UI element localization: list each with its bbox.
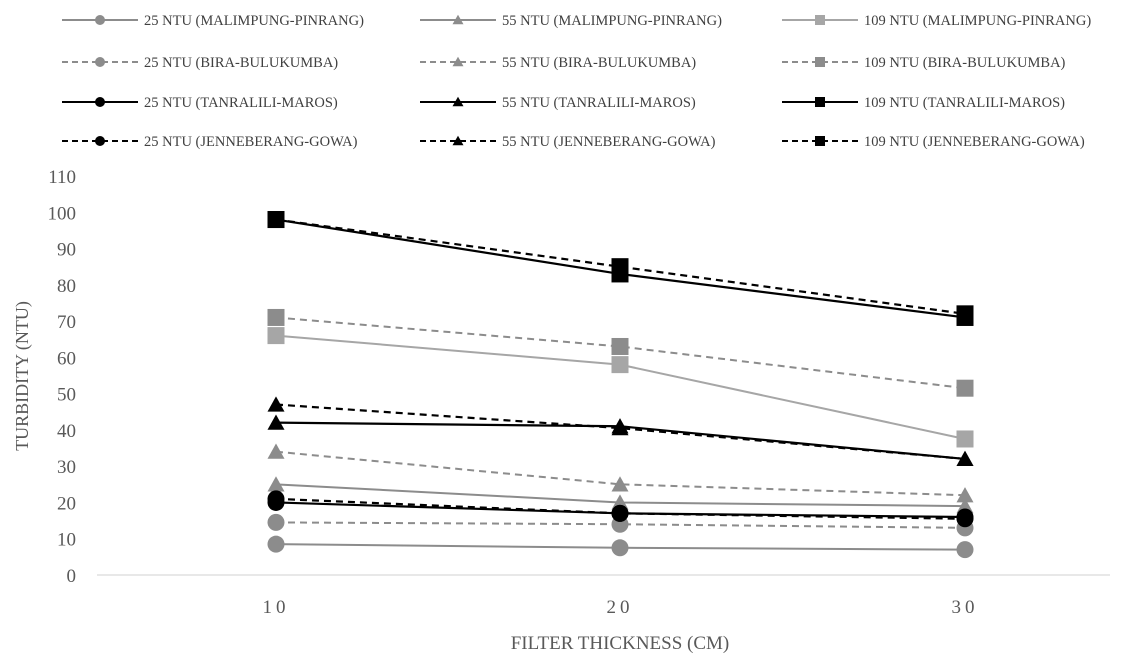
x-tick-labels: 10 20 30 <box>263 597 979 618</box>
legend-marker <box>452 135 464 146</box>
series-109-ntu-bira-bulukumba <box>267 308 974 397</box>
legend-label: 55 NTU (JENNEBERANG-GOWA) <box>502 134 716 150</box>
data-point <box>267 535 285 553</box>
data-point <box>267 211 285 229</box>
series-25-ntu-jenneberang-gowa <box>267 490 974 528</box>
data-point <box>611 539 629 557</box>
legend-marker <box>95 136 105 146</box>
legend-label: 25 NTU (BIRA-BULUKUMBA) <box>144 55 338 71</box>
x-axis-label: FILTER THICKNESS (CM) <box>511 633 730 654</box>
y-tick-label: 90 <box>57 240 76 261</box>
data-point <box>956 541 974 559</box>
y-tick-label: 20 <box>57 493 76 514</box>
legend-marker <box>452 96 464 107</box>
data-point <box>267 513 285 531</box>
data-point <box>611 504 629 522</box>
data-point <box>611 476 629 492</box>
y-tick-label: 40 <box>57 421 76 442</box>
legend-marker <box>95 57 105 67</box>
y-tick-labels: 0 10 20 30 40 50 60 70 80 90 100 110 <box>48 167 77 587</box>
data-point <box>267 490 285 508</box>
series-25-ntu-malimpung-pinrang <box>267 535 974 559</box>
legend-marker <box>815 15 825 25</box>
legend-label: 55 NTU (BIRA-BULUKUMBA) <box>502 55 696 71</box>
y-tick-label: 100 <box>48 203 77 224</box>
data-point <box>956 450 974 467</box>
legend-label: 25 NTU (MALIMPUNG-PINRANG) <box>144 13 364 29</box>
legend-label: 109 NTU (JENNEBERANG-GOWA) <box>864 134 1085 150</box>
y-tick-label: 10 <box>57 530 76 551</box>
series-55-ntu-jenneberang-gowa <box>267 396 974 467</box>
legend-label: 109 NTU (MALIMPUNG-PINRANG) <box>864 13 1091 29</box>
data-point <box>956 305 974 323</box>
legend-entry: 55 NTU (TANRALILI-MAROS) <box>420 95 696 111</box>
y-tick-label: 60 <box>57 348 76 369</box>
series-109-ntu-malimpung-pinrang <box>267 327 974 448</box>
series-line <box>275 521 966 529</box>
series-109-ntu-jenneberang-gowa <box>267 211 974 323</box>
data-point <box>267 476 285 492</box>
y-tick-label: 50 <box>57 385 76 406</box>
plot-area <box>267 211 974 559</box>
data-point <box>956 497 974 514</box>
data-point <box>611 356 629 374</box>
legend-marker <box>452 56 464 67</box>
series-line <box>275 218 966 315</box>
y-tick-label: 30 <box>57 457 76 478</box>
legend-marker <box>95 97 105 107</box>
data-point <box>267 414 285 430</box>
legend-marker <box>815 57 825 67</box>
data-point <box>267 443 285 459</box>
legend-label: 55 NTU (TANRALILI-MAROS) <box>502 95 696 111</box>
data-point <box>267 327 285 345</box>
series-55-ntu-bira-bulukumba <box>267 443 974 503</box>
legend-entry: 109 NTU (BIRA-BULUKUMBA) <box>782 55 1066 71</box>
legend-entry: 55 NTU (MALIMPUNG-PINRANG) <box>420 13 722 29</box>
legend: 25 NTU (MALIMPUNG-PINRANG) 55 NTU (MALIMP… <box>62 13 1091 150</box>
data-point <box>956 487 974 503</box>
legend-entry: 109 NTU (JENNEBERANG-GOWA) <box>782 134 1085 150</box>
y-tick-label: 0 <box>67 566 77 587</box>
data-point <box>611 419 629 436</box>
data-point <box>956 379 974 397</box>
legend-marker <box>452 14 464 25</box>
series-line <box>275 497 966 520</box>
data-point <box>956 510 974 528</box>
legend-marker <box>815 97 825 107</box>
legend-marker <box>815 136 825 146</box>
series-line <box>275 403 966 461</box>
y-axis-label: TURBIDITY (NTU) <box>12 301 33 451</box>
axes: 0 10 20 30 40 50 60 70 80 90 100 110 10 20 30 TURBIDI… <box>12 167 1110 654</box>
x-tick-label: 10 <box>263 597 290 618</box>
series-line <box>275 316 966 390</box>
legend-entry: 55 NTU (BIRA-BULUKUMBA) <box>420 55 696 71</box>
x-tick-label: 30 <box>952 597 979 618</box>
y-tick-label: 110 <box>48 167 76 188</box>
legend-marker <box>95 15 105 25</box>
legend-entry: 25 NTU (BIRA-BULUKUMBA) <box>62 55 338 71</box>
y-tick-label: 80 <box>57 276 76 297</box>
legend-label: 25 NTU (TANRALILI-MAROS) <box>144 95 338 111</box>
data-point <box>611 258 629 276</box>
legend-entry: 25 NTU (MALIMPUNG-PINRANG) <box>62 13 364 29</box>
legend-label: 25 NTU (JENNEBERANG-GOWA) <box>144 134 358 150</box>
legend-entry: 109 NTU (MALIMPUNG-PINRANG) <box>782 13 1091 29</box>
legend-label: 109 NTU (TANRALILI-MAROS) <box>864 95 1065 111</box>
data-point <box>611 337 629 355</box>
y-tick-label: 70 <box>57 312 76 333</box>
legend-entry: 25 NTU (TANRALILI-MAROS) <box>62 95 338 111</box>
data-point <box>611 494 629 510</box>
legend-entry: 25 NTU (JENNEBERANG-GOWA) <box>62 134 358 150</box>
data-point <box>956 430 974 448</box>
legend-entry: 55 NTU (JENNEBERANG-GOWA) <box>420 134 716 150</box>
data-point <box>267 308 285 326</box>
legend-label: 55 NTU (MALIMPUNG-PINRANG) <box>502 13 722 29</box>
legend-label: 109 NTU (BIRA-BULUKUMBA) <box>864 55 1066 71</box>
x-tick-label: 20 <box>607 597 634 618</box>
data-point <box>267 396 285 412</box>
legend-entry: 109 NTU (TANRALILI-MAROS) <box>782 95 1065 111</box>
series-55-ntu-malimpung-pinrang <box>267 476 974 514</box>
